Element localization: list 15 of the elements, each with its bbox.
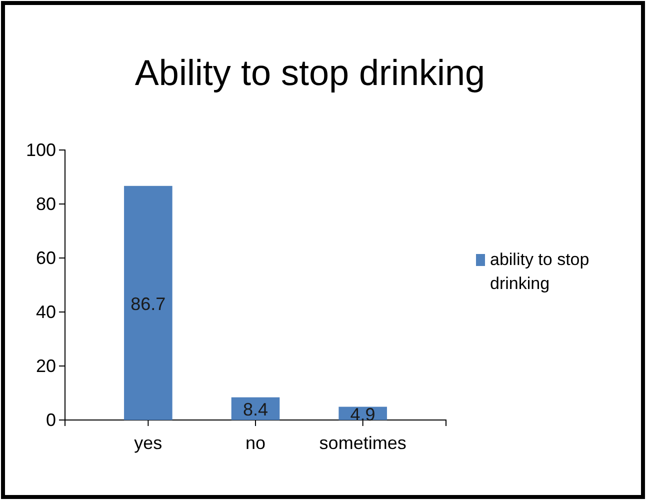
legend-label: ability to stop drinking <box>490 250 590 293</box>
y-tick-label: 80 <box>36 194 56 214</box>
y-tick-label: 100 <box>26 140 56 160</box>
data-label: 86.7 <box>130 294 166 314</box>
y-tick-label: 40 <box>36 302 56 322</box>
y-tick-label: 60 <box>36 248 56 268</box>
x-tick-label: yes <box>134 432 162 453</box>
chart-title: Ability to stop drinking <box>134 52 486 93</box>
bar <box>124 186 172 420</box>
y-tick-label: 0 <box>46 410 56 430</box>
data-label: 8.4 <box>242 400 268 420</box>
x-tick-label: no <box>245 432 266 453</box>
y-tick-label: 20 <box>36 356 56 376</box>
x-tick-label: sometimes <box>319 432 406 453</box>
data-label: 4.9 <box>350 404 376 424</box>
